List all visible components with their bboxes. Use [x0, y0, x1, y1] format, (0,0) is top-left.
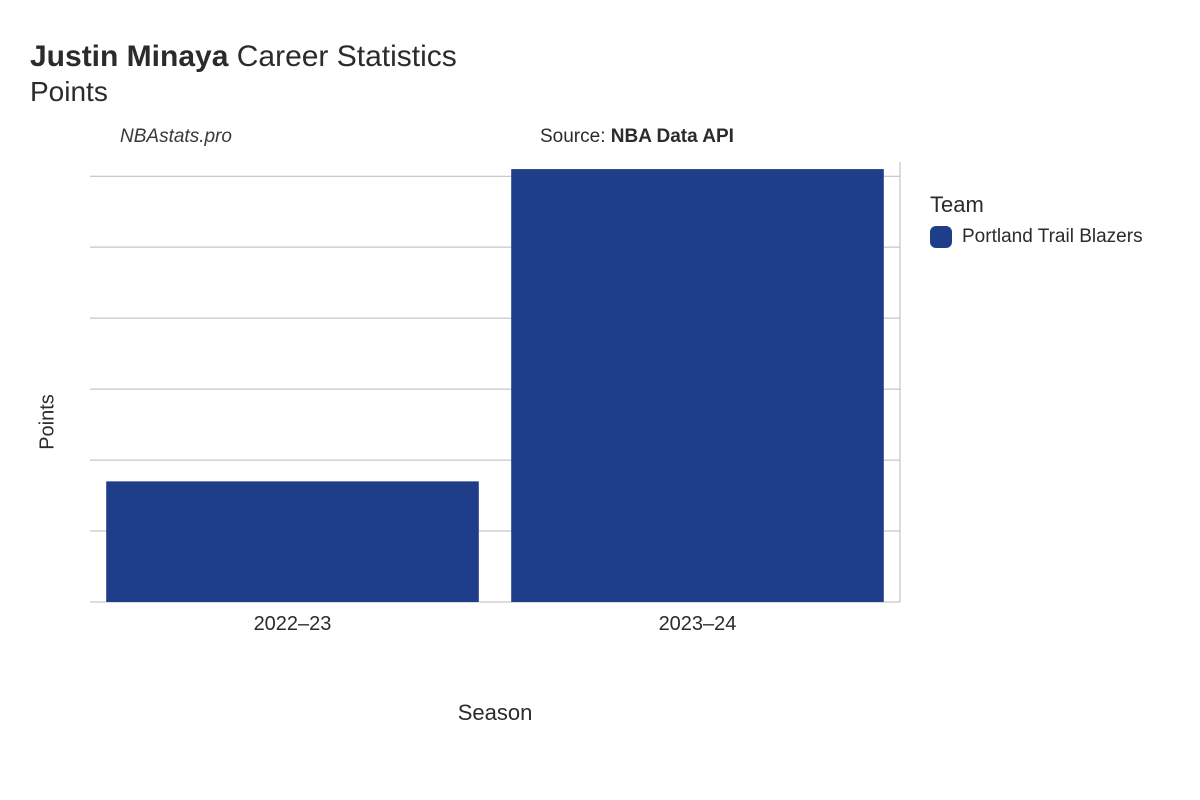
- player-name: Justin Minaya: [30, 40, 228, 73]
- chart-title: Justin Minaya Career Statistics: [30, 40, 1170, 74]
- attribution-row: NBAstats.pro Source: NBA Data API: [30, 126, 1170, 156]
- x-tick-label: 2023–24: [659, 613, 737, 635]
- x-tick-label: 2022–23: [254, 613, 332, 635]
- legend-title: Team: [930, 192, 1143, 218]
- bar: [106, 481, 479, 602]
- title-block: Justin Minaya Career Statistics Points: [30, 40, 1170, 108]
- legend-label: Portland Trail Blazers: [962, 226, 1143, 248]
- source-attribution: Source: NBA Data API: [540, 126, 734, 148]
- bar: [511, 169, 884, 602]
- site-attribution: NBAstats.pro: [120, 126, 232, 148]
- source-name: NBA Data API: [611, 126, 734, 147]
- legend-swatch: [930, 226, 952, 248]
- legend: Team Portland Trail Blazers: [930, 192, 1143, 248]
- chart-subtitle: Points: [30, 76, 1170, 108]
- source-prefix: Source:: [540, 126, 611, 147]
- y-axis-label: Points: [36, 394, 59, 450]
- chart-container: Justin Minaya Career Statistics Points N…: [30, 40, 1170, 682]
- x-axis-label: Season: [90, 700, 900, 726]
- title-suffix: Career Statistics: [228, 40, 456, 73]
- plot-area: 01020304050602022–232023–24: [90, 162, 920, 652]
- legend-item: Portland Trail Blazers: [930, 226, 1143, 248]
- legend-items: Portland Trail Blazers: [930, 226, 1143, 248]
